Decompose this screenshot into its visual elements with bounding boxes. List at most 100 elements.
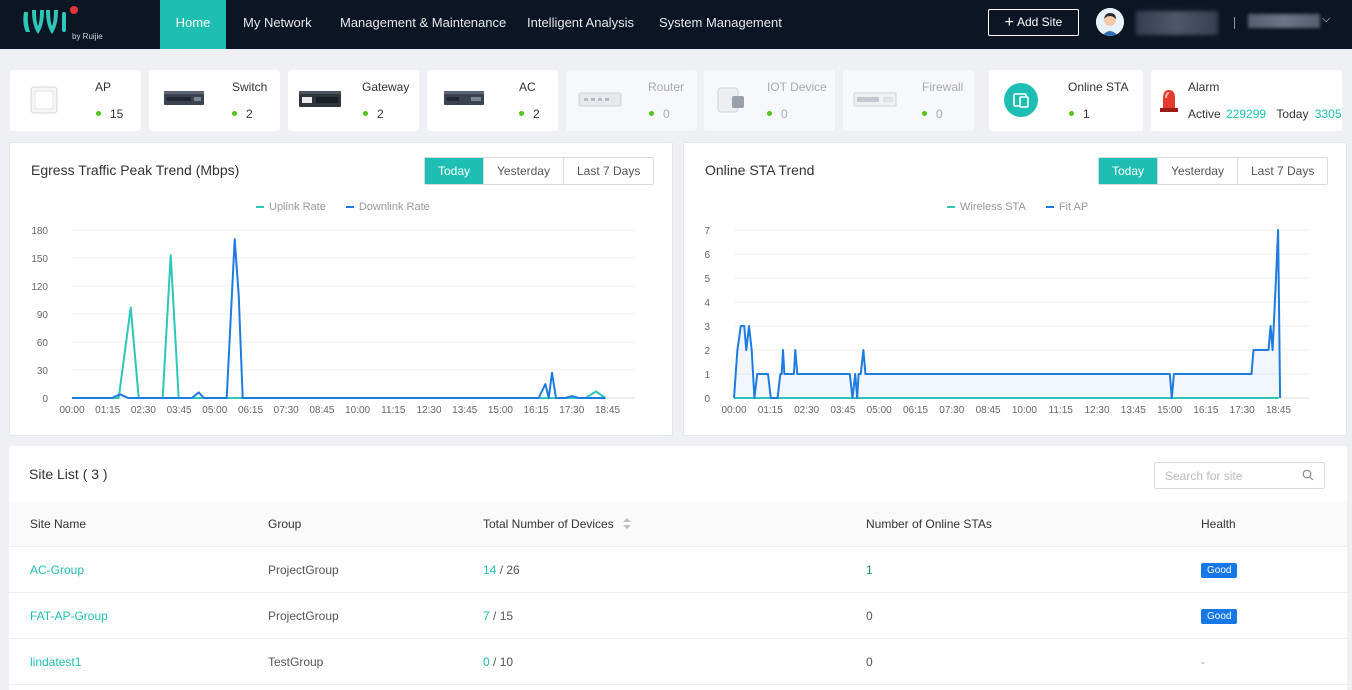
- tab-yesterday[interactable]: Yesterday: [1158, 158, 1238, 184]
- device-card-firewall[interactable]: Firewall 0: [843, 70, 974, 131]
- panel-title: Egress Traffic Peak Trend (Mbps): [31, 162, 240, 178]
- x-tick-label: 18:45: [1266, 405, 1291, 416]
- tab-yesterday[interactable]: Yesterday: [484, 158, 564, 184]
- table-row[interactable]: AC-Group ProjectGroup 14 / 26 1 Good: [9, 547, 1347, 593]
- alarm-card[interactable]: Alarm Active 229299 Today 3305: [1151, 70, 1342, 131]
- online-sta-card[interactable]: Online STA 1: [989, 70, 1143, 131]
- legend-downlink[interactable]: Downlink Rate: [345, 201, 430, 213]
- user-avatar[interactable]: [1096, 8, 1124, 36]
- x-tick-label: 03:45: [167, 405, 192, 416]
- site-list-panel: Site List ( 3 ) Site Name Group Total Nu…: [9, 446, 1347, 690]
- nav-my-network[interactable]: My Network: [243, 15, 312, 30]
- add-site-label: Add Site: [1016, 15, 1063, 29]
- site-name-link[interactable]: FAT-AP-Group: [30, 609, 108, 623]
- site-name-link[interactable]: AC-Group: [30, 563, 85, 577]
- site-online-stas: 0: [866, 655, 873, 669]
- alarm-today-value[interactable]: 3305: [1314, 107, 1342, 121]
- x-tick-label: 18:45: [595, 405, 620, 416]
- legend-fit-ap[interactable]: Fit AP: [1045, 201, 1088, 213]
- search-icon[interactable]: [1302, 469, 1314, 481]
- x-tick-label: 15:00: [1157, 405, 1182, 416]
- series-line-uplink-rate: [72, 254, 606, 399]
- site-group: ProjectGroup: [268, 563, 339, 577]
- tab-last-7-days[interactable]: Last 7 Days: [1237, 158, 1328, 184]
- add-site-button[interactable]: + Add Site: [988, 9, 1079, 36]
- x-tick-label: 00:00: [721, 405, 746, 416]
- series-line-downlink-rate: [72, 238, 606, 399]
- x-tick-label: 17:30: [559, 405, 584, 416]
- y-tick-label: 2: [704, 346, 710, 357]
- devices-online-link[interactable]: 0: [483, 655, 490, 669]
- device-card-ac[interactable]: AC 2: [427, 70, 558, 131]
- x-tick-label: 01:15: [758, 405, 783, 416]
- legend-uplink[interactable]: Uplink Rate: [256, 201, 326, 213]
- x-tick-label: 06:15: [238, 405, 263, 416]
- column-total-devices[interactable]: Total Number of Devices: [483, 517, 632, 531]
- alarm-active-value[interactable]: 229299: [1226, 107, 1267, 121]
- logo-icon: [23, 6, 78, 34]
- device-name: Firewall: [922, 80, 964, 94]
- traffic-trend-panel: Egress Traffic Peak Trend (Mbps) Today Y…: [9, 142, 673, 436]
- x-tick-label: 16:15: [1193, 405, 1218, 416]
- top-navigation-bar: by Ruijie Home My Network Management & M…: [0, 0, 1352, 49]
- legend-wireless-sta[interactable]: Wireless STA: [947, 201, 1026, 213]
- site-search-input[interactable]: [1155, 463, 1295, 488]
- chevron-down-icon[interactable]: ⌵: [1322, 13, 1331, 25]
- x-tick-label: 10:00: [1012, 405, 1037, 416]
- nav-system-management[interactable]: System Management: [659, 15, 782, 30]
- series-line-fit-ap: [733, 229, 1282, 399]
- tab-today[interactable]: Today: [1099, 158, 1159, 184]
- x-tick-label: 11:15: [381, 405, 406, 416]
- y-tick-label: 180: [31, 226, 48, 237]
- devices-online-link[interactable]: 14: [483, 563, 497, 577]
- site-online-stas[interactable]: 1: [866, 563, 873, 577]
- nav-management-maintenance[interactable]: Management & Maintenance: [340, 15, 507, 30]
- chart-legend: Uplink Rate Downlink Rate: [256, 201, 430, 213]
- table-row[interactable]: FAT-AP-Group ProjectGroup 7 / 15 0 Good: [9, 593, 1347, 639]
- sort-icon[interactable]: [623, 518, 632, 529]
- ruijie-logo[interactable]: by Ruijie: [22, 4, 112, 44]
- x-tick-label: 08:45: [976, 405, 1001, 416]
- device-card-gateway[interactable]: Gateway 2: [288, 70, 419, 131]
- device-count: 2: [232, 107, 253, 121]
- avatar-icon: [1096, 8, 1124, 36]
- chart-legend: Wireless STA Fit AP: [947, 201, 1088, 213]
- device-name: Gateway: [362, 80, 410, 94]
- table-row[interactable]: lindatest1 TestGroup 0 / 10 0 -: [9, 639, 1347, 685]
- device-count: 2: [363, 107, 384, 121]
- alarm-stats: Active 229299 Today 3305: [1188, 107, 1342, 121]
- ap-device-icon: [30, 86, 58, 114]
- x-tick-label: 12:30: [1084, 405, 1109, 416]
- y-tick-label: 6: [704, 250, 710, 261]
- x-tick-label: 07:30: [274, 405, 299, 416]
- site-devices: 0 / 10: [483, 655, 514, 669]
- sta-time-range-tabs: Today Yesterday Last 7 Days: [1098, 157, 1329, 185]
- nav-home[interactable]: Home: [160, 0, 226, 49]
- tab-last-7-days[interactable]: Last 7 Days: [563, 158, 654, 184]
- health-badge: Good: [1201, 562, 1238, 578]
- logo-text: by Ruijie: [72, 32, 103, 41]
- device-name: AP: [95, 80, 112, 94]
- panel-title: Online STA Trend: [705, 162, 815, 178]
- nav-intelligent-analysis[interactable]: Intelligent Analysis: [527, 15, 634, 30]
- device-card-iot[interactable]: IOT Device 0: [704, 70, 835, 131]
- y-tick-label: 1: [704, 370, 710, 381]
- traffic-time-range-tabs: Today Yesterday Last 7 Days: [424, 157, 655, 185]
- user-name-redacted: [1136, 11, 1218, 35]
- router-device-icon: [578, 92, 622, 107]
- x-tick-label: 13:45: [1121, 405, 1146, 416]
- tab-today[interactable]: Today: [425, 158, 485, 184]
- device-card-switch[interactable]: Switch 2: [149, 70, 280, 131]
- device-card-router[interactable]: Router 0: [566, 70, 697, 131]
- device-card-ap[interactable]: AP 15: [10, 70, 141, 131]
- x-tick-label: 01:15: [95, 405, 120, 416]
- site-name-link[interactable]: lindatest1: [30, 655, 82, 669]
- y-tick-label: 90: [37, 310, 49, 321]
- devices-online-link[interactable]: 7: [483, 609, 490, 623]
- table-header: Site Name Group Total Number of Devices …: [9, 501, 1347, 547]
- x-tick-label: 05:00: [867, 405, 892, 416]
- device-count: 2: [519, 107, 540, 121]
- x-tick-label: 02:30: [794, 405, 819, 416]
- account-name-redacted[interactable]: [1248, 14, 1320, 28]
- site-group: TestGroup: [268, 655, 324, 669]
